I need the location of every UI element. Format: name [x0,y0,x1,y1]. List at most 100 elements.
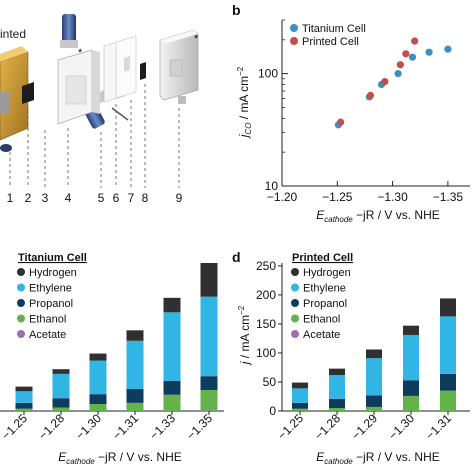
chart-d: 0 50 100 150 200 250 −1.25 −1.28 −1.29 −1.30 −1.31… [237,252,470,466]
bar-d-propanol [292,402,308,409]
y-tick-label-d: 0 [269,404,276,418]
point-b-printed [402,50,410,58]
bar-c-propanol [52,398,70,408]
bar-c-ethylene [126,340,144,389]
bar-c-propanol [200,376,218,391]
legend-label-d: Acetate [303,329,340,341]
legend-marker-c [17,314,25,323]
bar-d-ethylene [366,358,382,396]
bar-d-ethylene [292,388,308,403]
end-cell: * [159,29,199,104]
legend-marker-d [291,268,299,276]
x-tick-label-b: −1.35 [433,190,464,204]
legend-label-b: Printed Cell [302,36,359,48]
point-b-titanium [394,70,402,78]
part-number-9: 9 [176,191,183,205]
bar-c-hydrogen [15,386,33,392]
bar-d-hydrogen [329,368,345,376]
bar-c-ethylene [200,296,218,377]
bar-d-propanol [366,395,382,407]
bar-d-ethanol [440,390,456,411]
legend-marker-c [17,330,25,338]
star-marker: * [78,47,83,59]
x-axis-label-b-sub: cathode [324,215,353,224]
bar-c-ethylene [163,312,181,381]
legend-marker-d [291,330,299,338]
titanium-cell-half: * [57,47,100,125]
window-cutout [124,56,130,72]
bar-c-ethylene [15,391,33,403]
x-tick-label-b: −1.30 [377,190,408,204]
legend-marker-c [17,283,25,292]
y-tick-label-b: 100 [258,67,278,81]
bar-d-hydrogen [366,349,382,359]
y-axis-label-d: j / mA cm−2 [237,305,252,366]
legend-marker-d [291,283,299,292]
bar-c-hydrogen [200,263,218,297]
legend-label-c: Acetate [29,329,66,341]
legend-label-d: Hydrogen [303,267,351,279]
bar-d-hydrogen [440,298,456,317]
x-tick-label-d: −1.30 [386,411,418,443]
part-number-7: 7 [128,191,135,205]
x-tick-label-c: −1.35 [184,411,216,443]
part-number-1: 1 [7,191,14,205]
guide-lines [9,84,180,188]
point-b-printed [381,77,389,86]
bar-c-ethylene [52,373,70,399]
x-axis-label-d-main: E [316,450,325,464]
point-b-titanium [425,48,433,56]
legend-label-c: Propanol [29,298,73,310]
x-tick-label-c: −1.28 [36,411,68,443]
legend-label-c: Hydrogen [29,267,77,279]
part-number-3: 3 [42,191,49,205]
point-b-printed [366,91,375,100]
x-tick-label-d: −1.25 [275,411,307,443]
y-axis-label-b: jCO / mA cm−2 [236,66,253,139]
gasket-dark [22,82,34,104]
gasket-dark-2 [140,62,146,80]
bar-c-propanol [89,394,107,405]
bar-c-acetate [200,410,218,411]
bar-d-propanol [440,373,456,391]
bar-c-ethanol [52,407,70,411]
x-tick-label-b: −1.20 [267,190,298,204]
y-axis-label-b-rest: / mA cm [237,76,251,123]
y-axis-label-b-sub: CO [244,123,253,135]
bar-c-propanol [163,380,181,395]
bar-d-ethanol [366,406,382,411]
x-tick-label-b: −1.25 [322,190,353,204]
x-tick-label-c: −1.31 [110,411,142,443]
point-b-printed [396,61,404,69]
x-axis-label-b: Ecathode −jR / V vs. NHE [316,208,440,224]
legend-marker-c [17,268,25,276]
bar-c-hydrogen [126,330,144,341]
bar-c-propanol [15,402,33,409]
x-tick-label-c: −1.33 [147,411,179,443]
bar-d-propanol [403,380,419,396]
point-b-titanium [408,53,417,61]
x-axis-label-c-sub: cathode [66,457,95,466]
legend-label-c: Ethanol [29,314,66,326]
bar-d-ethanol [292,408,308,411]
legend-marker-b [290,37,298,45]
legend-marker-d [291,314,299,323]
legend-title-c: Titanium Cell [18,252,87,264]
bar-d-hydrogen [292,382,308,389]
point-b-printed [337,118,345,126]
part-number-2: 2 [25,191,32,205]
bar-c-ethanol [89,404,107,411]
y-tick-label-d: 250 [256,259,276,273]
legend-label-c: Ethylene [29,283,72,295]
fitting-top [60,14,78,48]
part-number-6: 6 [113,191,120,205]
y-tick-label-d: 200 [256,288,276,302]
chart-b: 10 100 −1.20 −1.25 −1.30 −1.35 Titanium CellPr… [236,19,470,224]
bar-c-propanol [126,388,144,403]
bar-c-hydrogen [52,369,70,374]
part-number-4: 4 [65,191,72,205]
point-b-titanium [444,45,452,53]
y-axis-label-b-main: j [237,134,251,139]
